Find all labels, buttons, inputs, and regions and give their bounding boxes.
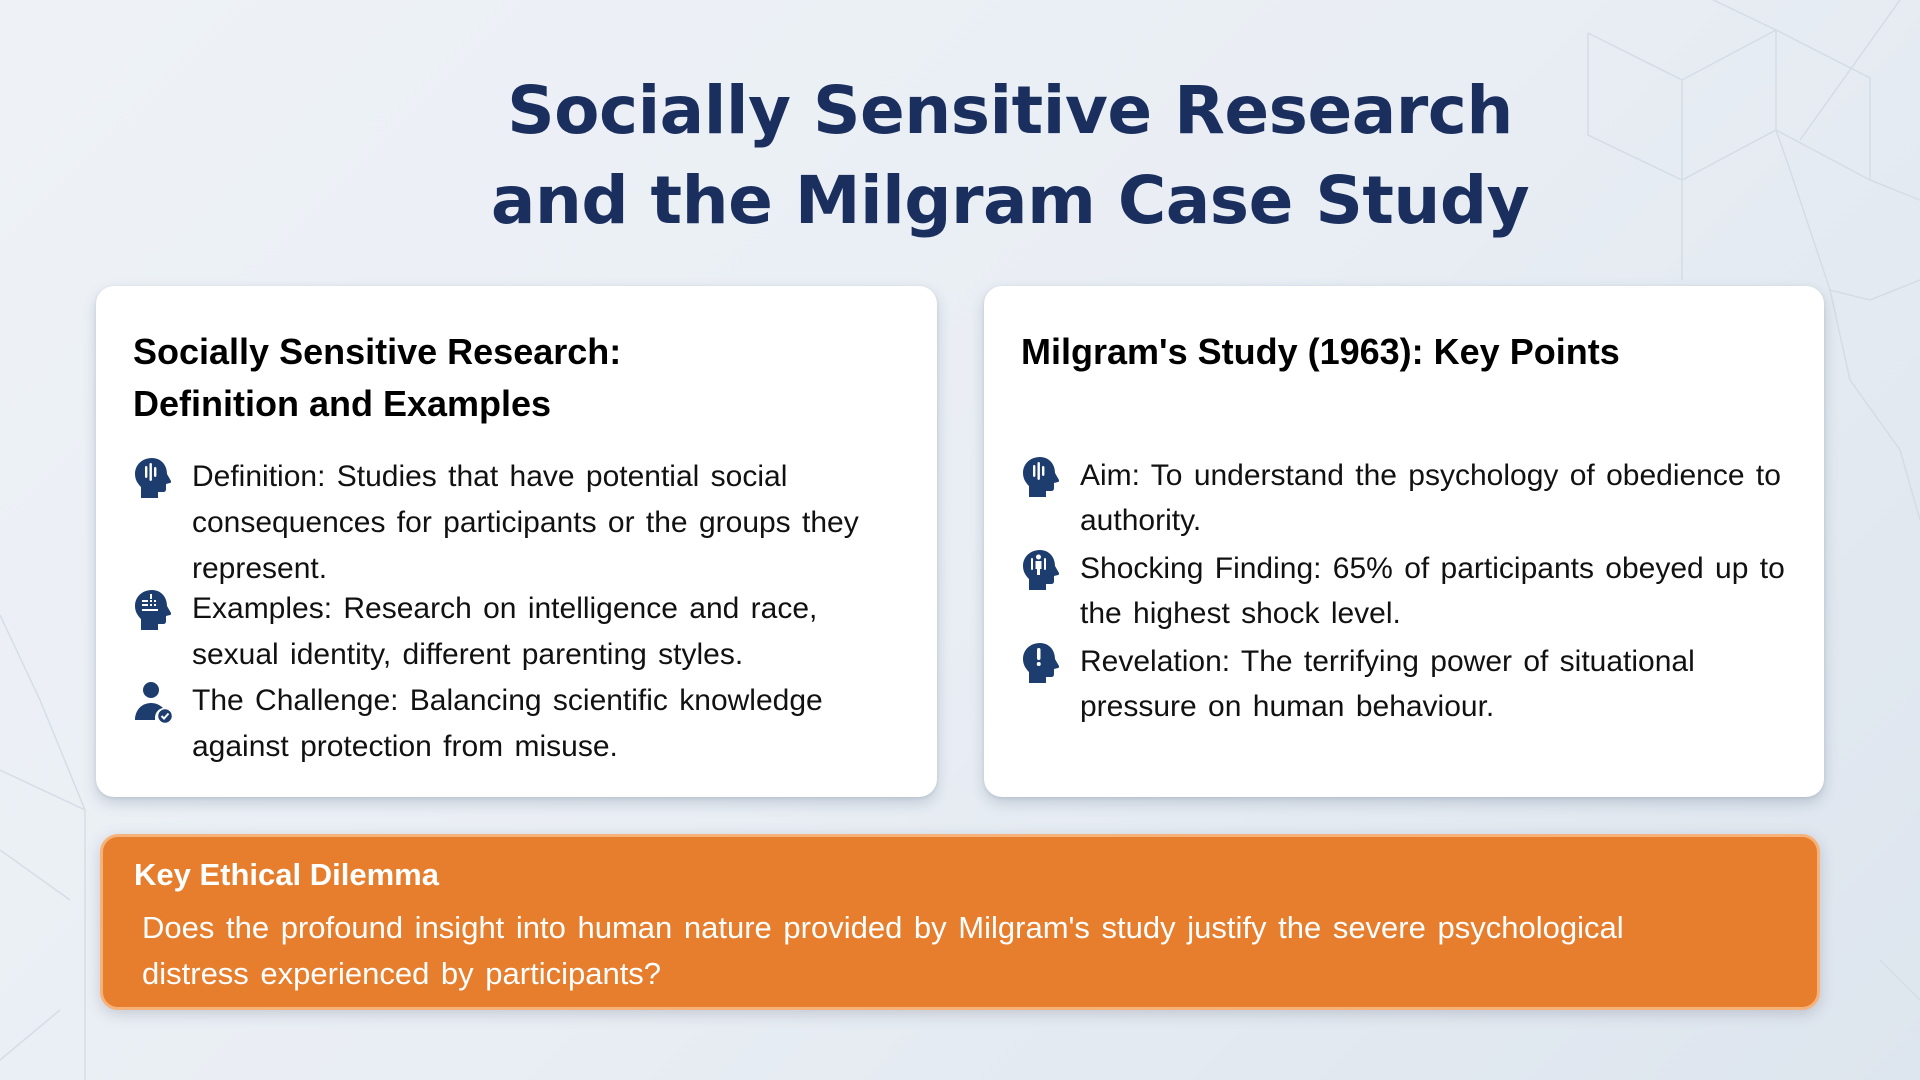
socially-sensitive-research-card: Socially Sensitive Research: Definition …: [96, 286, 937, 797]
card-heading: Milgram's Study (1963): Key Points: [1021, 331, 1620, 372]
list-item-text: Definition: Studies that have potential …: [192, 460, 859, 585]
head-exclamation-icon: [1023, 643, 1059, 683]
slide-title: Socially Sensitive Research and the Milg…: [0, 66, 1920, 246]
list-item-text: The Challenge: Balancing scientific know…: [192, 684, 823, 763]
list-item-examples: Examples: Research on intelligence and r…: [132, 586, 907, 678]
list-item-text: Shocking Finding: 65% of participants ob…: [1080, 552, 1785, 630]
list-item-text: Examples: Research on intelligence and r…: [192, 592, 818, 671]
card-heading-line-2: Definition and Examples: [133, 383, 552, 424]
list-item-aim: Aim: To understand the psychology of obe…: [1020, 453, 1794, 543]
head-circuit-icon: [135, 590, 171, 630]
list-item-definition: Definition: Studies that have potential …: [132, 454, 907, 592]
key-ethical-dilemma-callout: Key Ethical Dilemma Does the profound in…: [100, 834, 1820, 1010]
bullet-list: Definition: Studies that have potential …: [132, 454, 907, 770]
dilemma-body: Does the profound insight into human nat…: [142, 910, 1624, 991]
list-item-revelation: Revelation: The terrifying power of situ…: [1020, 639, 1794, 729]
slide-title-line-2: and the Milgram Case Study: [490, 162, 1530, 239]
user-check-icon: [135, 682, 174, 724]
list-item-text: Revelation: The terrifying power of situ…: [1080, 645, 1695, 723]
card-heading: Socially Sensitive Research: Definition …: [133, 326, 621, 430]
list-item-challenge: The Challenge: Balancing scientific know…: [132, 678, 907, 770]
slide-title-line-1: Socially Sensitive Research: [507, 72, 1513, 149]
list-item-finding: Shocking Finding: 65% of participants ob…: [1020, 546, 1794, 636]
head-sound-waves-icon: [135, 458, 171, 498]
head-people-icon: [1023, 550, 1059, 590]
milgram-study-card: Milgram's Study (1963): Key Points Aim: …: [984, 286, 1824, 797]
bullet-list: Aim: To understand the psychology of obe…: [1020, 453, 1794, 732]
card-heading-line-1: Socially Sensitive Research:: [133, 331, 622, 372]
dilemma-title: Key Ethical Dilemma: [134, 857, 439, 892]
list-item-text: Aim: To understand the psychology of obe…: [1080, 459, 1781, 537]
head-sound-waves-icon: [1023, 457, 1059, 497]
